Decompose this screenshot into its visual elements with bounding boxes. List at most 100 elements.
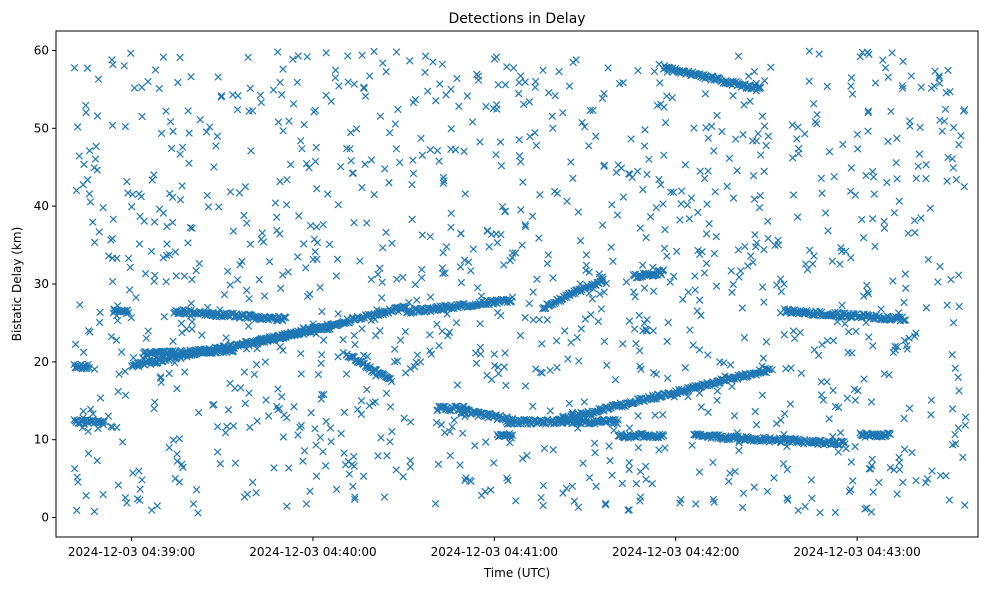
detection-point	[729, 280, 737, 289]
detection-point	[914, 162, 922, 171]
detection-point	[949, 318, 958, 327]
detection-point	[274, 385, 282, 393]
detection-point	[141, 269, 150, 278]
detection-point	[890, 209, 899, 217]
detection-point	[401, 327, 410, 336]
detection-point	[787, 364, 795, 372]
detection-point	[823, 378, 831, 386]
detection-point	[535, 234, 543, 242]
detection-point	[262, 396, 270, 404]
detection-point	[551, 91, 559, 100]
detection-point	[656, 79, 664, 87]
detection-point	[710, 147, 718, 155]
detection-point	[948, 350, 956, 359]
detection-point	[817, 174, 825, 183]
detection-point	[350, 218, 358, 227]
detection-point	[229, 227, 238, 235]
detection-point	[579, 459, 587, 467]
detection-point	[777, 287, 786, 296]
detection-point	[734, 246, 743, 254]
detection-point	[681, 161, 690, 169]
detection-point	[691, 272, 699, 280]
detection-point	[758, 283, 767, 291]
detection-point	[922, 161, 930, 169]
detection-point	[299, 240, 308, 248]
detection-point	[559, 489, 567, 497]
detection-point	[598, 277, 606, 285]
detection-point	[849, 477, 857, 485]
detection-point	[233, 105, 242, 114]
detection-point	[300, 447, 309, 455]
detection-point	[163, 240, 171, 248]
detection-point	[516, 72, 525, 80]
detection-point	[841, 440, 849, 448]
detection-point	[121, 367, 129, 376]
detection-point	[500, 261, 508, 269]
detection-point	[301, 264, 310, 272]
detection-point	[492, 53, 501, 61]
detection-point	[273, 226, 281, 235]
detection-point	[204, 203, 213, 211]
detection-point	[340, 408, 349, 417]
detection-point	[284, 268, 292, 276]
detection-point	[809, 311, 817, 319]
detection-point	[578, 118, 586, 127]
detection-point	[723, 182, 731, 191]
detection-point	[383, 452, 391, 460]
detection-point	[108, 234, 117, 243]
detection-point	[374, 270, 382, 279]
detection-point	[518, 454, 527, 463]
detection-point	[175, 434, 184, 443]
detection-point	[938, 127, 947, 135]
detection-point	[776, 275, 785, 283]
detection-point	[252, 360, 261, 369]
detection-point	[501, 207, 509, 216]
detection-point	[612, 168, 621, 177]
detection-point	[269, 86, 278, 94]
detection-point	[601, 501, 610, 509]
detection-point	[377, 294, 386, 302]
detection-point	[853, 145, 862, 153]
detection-point	[307, 327, 315, 336]
detection-point	[109, 215, 118, 223]
detection-point	[763, 487, 772, 496]
detection-point	[471, 441, 479, 450]
detection-point	[331, 74, 340, 82]
detection-point	[563, 197, 571, 205]
detection-point	[868, 455, 877, 463]
detection-point	[497, 162, 506, 170]
detection-point	[379, 59, 387, 67]
detection-point	[121, 391, 130, 400]
detection-point	[185, 129, 193, 137]
detection-point	[294, 52, 303, 60]
detection-point	[709, 495, 718, 504]
detection-point	[319, 447, 327, 456]
detection-point	[245, 107, 253, 116]
detection-point	[619, 340, 627, 348]
detection-point	[752, 421, 761, 429]
detection-point	[625, 170, 633, 178]
detection-point	[655, 446, 663, 454]
detection-point	[552, 337, 561, 345]
detection-point	[388, 427, 396, 436]
detection-point	[595, 270, 603, 278]
detection-point	[231, 384, 239, 393]
detection-point	[936, 262, 944, 271]
detection-point	[709, 458, 717, 467]
detection-point	[867, 398, 876, 406]
detection-point	[186, 223, 195, 232]
detection-point	[905, 334, 913, 342]
detection-point	[138, 476, 146, 484]
detection-point	[726, 361, 735, 369]
detection-point	[512, 497, 520, 505]
detection-point	[546, 407, 555, 415]
detection-point	[731, 467, 739, 476]
detection-point	[76, 301, 84, 309]
detection-point	[697, 403, 706, 411]
detection-point	[760, 167, 768, 176]
detection-point	[340, 449, 348, 457]
detection-point	[421, 68, 429, 77]
detection-point	[187, 299, 196, 308]
detection-point	[184, 239, 192, 247]
detection-point	[181, 368, 189, 376]
